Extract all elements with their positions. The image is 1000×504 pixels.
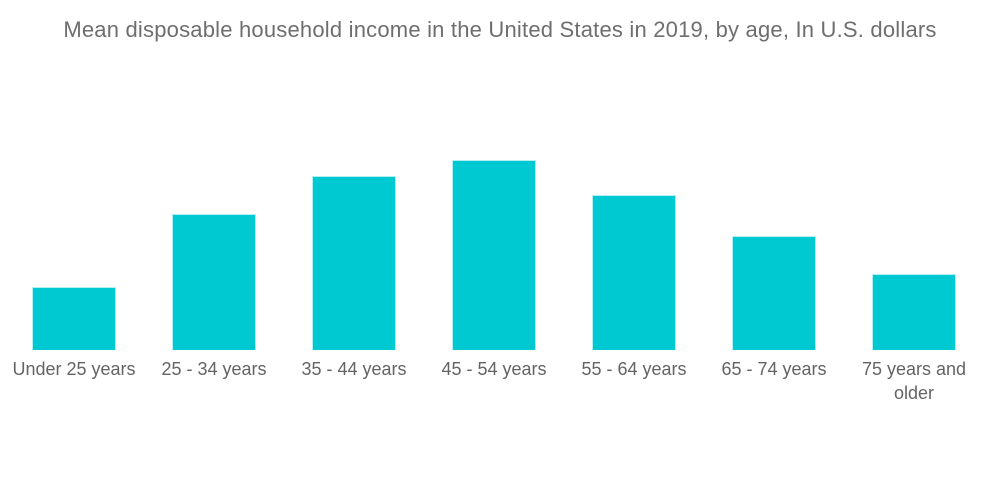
- x-axis-label: 25 - 34 years: [161, 359, 267, 379]
- x-axis-label: 35 - 44 years: [301, 359, 407, 379]
- bars-area: [4, 160, 990, 350]
- bar: [732, 236, 816, 350]
- x-axis-label: 55 - 64 years: [581, 359, 687, 379]
- x-axis-label: 65 - 74 years: [721, 359, 827, 379]
- bar-column: [844, 160, 984, 350]
- bar: [172, 214, 256, 350]
- x-axis-label: Under 25 years: [12, 359, 136, 379]
- bar-column: [284, 160, 424, 350]
- bar: [452, 160, 536, 350]
- bar-column: [4, 160, 144, 350]
- bar: [592, 195, 676, 350]
- bar: [872, 274, 956, 350]
- x-axis-labels: Under 25 years 25 - 34 years 35 - 44 years…: [4, 350, 990, 405]
- chart-title: Mean disposable household income in the …: [63, 17, 937, 42]
- bar-column: [424, 160, 564, 350]
- bar-column: [704, 160, 844, 350]
- bar-column: [564, 160, 704, 350]
- bar: [32, 287, 116, 350]
- x-axis-label: 75 years and older: [861, 359, 967, 403]
- x-axis-label: 45 - 54 years: [441, 359, 547, 379]
- bar: [312, 176, 396, 350]
- bar-column: [144, 160, 284, 350]
